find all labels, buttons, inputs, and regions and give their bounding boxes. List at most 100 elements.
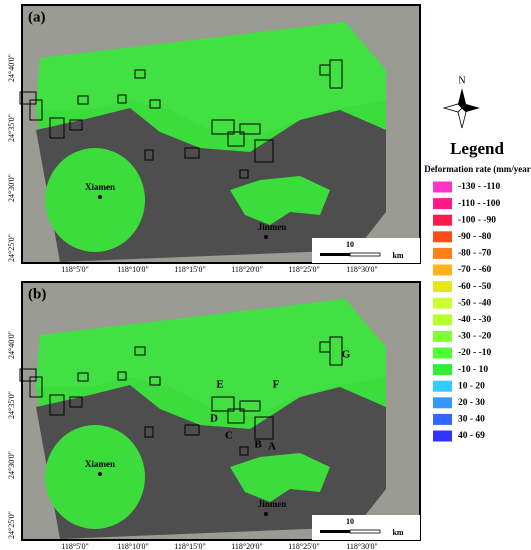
site-letter: D xyxy=(210,413,218,425)
legend-subtitle: Deformation rate (mm/year) xyxy=(424,164,531,174)
legend-swatch xyxy=(433,214,452,226)
map-panel: (a) Xiamen Jinmen 10 km 118°5'0" 118°10'0" 118°… xyxy=(7,4,421,274)
panel-label: (b) xyxy=(28,286,46,302)
legend-item: 20 - 30 xyxy=(458,398,485,408)
x-tick-label: 118°30'0" xyxy=(346,542,378,550)
study-box xyxy=(29,99,43,121)
legend-item: -70 - -60 xyxy=(458,265,491,275)
legend-item: -130 - -110 xyxy=(458,182,500,192)
study-box xyxy=(319,341,331,353)
legend-swatch xyxy=(433,364,452,376)
study-box xyxy=(117,94,127,104)
study-box xyxy=(239,446,249,456)
study-box xyxy=(239,123,261,135)
legend-swatch xyxy=(433,314,452,326)
legend-swatch xyxy=(433,330,452,342)
y-tick-label: 24°40'0" xyxy=(7,331,16,359)
scale-bar-bg xyxy=(312,238,420,263)
site-letter: F xyxy=(273,379,280,391)
legend-item: -20 - -10 xyxy=(458,348,491,358)
site-letter: E xyxy=(216,379,223,391)
study-box xyxy=(69,396,83,408)
study-box xyxy=(144,426,154,438)
legend-item: -60 - -50 xyxy=(458,282,491,292)
x-tick-label: 118°15'0" xyxy=(174,265,206,274)
x-tick-label: 118°20'0" xyxy=(231,542,263,550)
y-tick-label: 24°40'0" xyxy=(7,54,16,82)
legend-swatch xyxy=(433,181,452,193)
study-box xyxy=(239,169,249,179)
legend-item: -30 - -20 xyxy=(458,332,491,342)
study-box xyxy=(211,396,235,412)
study-box xyxy=(184,147,200,159)
x-tick-label: 118°10'0" xyxy=(117,542,149,550)
study-box xyxy=(211,119,235,135)
jinmen-island xyxy=(230,453,330,502)
study-box xyxy=(227,408,245,424)
scale-bar-bg xyxy=(312,515,420,540)
site-letter: C xyxy=(225,430,233,442)
x-tick-label: 118°15'0" xyxy=(174,542,206,550)
city-dot xyxy=(264,512,268,516)
legend-item: 30 - 40 xyxy=(458,415,485,425)
legend-item: -50 - -40 xyxy=(458,298,491,308)
legend-swatch xyxy=(433,247,452,259)
legend-swatch xyxy=(433,380,452,392)
study-box xyxy=(227,131,245,147)
x-tick-label: 118°25'0" xyxy=(288,542,320,550)
legend-item: -40 - -30 xyxy=(458,315,491,325)
scale-bar xyxy=(349,252,381,257)
scale-label: 10 xyxy=(346,517,354,526)
study-box xyxy=(134,346,146,356)
legend-swatch xyxy=(433,264,452,276)
study-box xyxy=(77,372,89,382)
study-box xyxy=(254,416,274,440)
map-frame xyxy=(21,4,421,264)
study-box xyxy=(49,117,65,139)
site-letter: B xyxy=(254,439,262,451)
study-box xyxy=(144,149,154,161)
study-box xyxy=(254,139,274,163)
legend-swatch xyxy=(433,198,452,210)
north-land xyxy=(36,299,386,417)
study-box xyxy=(49,394,65,416)
y-tick-label: 24°35'0" xyxy=(7,391,16,419)
scale-bar xyxy=(349,529,381,534)
legend-swatch xyxy=(433,297,452,309)
legend-swatch xyxy=(433,281,452,293)
legend-item: -110 - -100 xyxy=(458,199,500,209)
north-arrow: N xyxy=(442,75,480,129)
city-dot xyxy=(98,472,102,476)
x-tick-label: 118°20'0" xyxy=(231,265,263,274)
legend-item: -100 - -90 xyxy=(458,215,496,225)
x-tick-label: 118°10'0" xyxy=(117,265,149,274)
legend-item: 40 - 69 xyxy=(458,431,485,441)
panel-label: (a) xyxy=(28,9,46,25)
y-tick-label: 24°25'0" xyxy=(7,511,16,539)
study-box xyxy=(69,119,83,131)
legend-swatch xyxy=(433,413,452,425)
legend-swatch xyxy=(433,347,452,359)
legend-item: -90 - -80 xyxy=(458,232,491,242)
study-box xyxy=(19,91,37,105)
legend-item: -10 - 10 xyxy=(458,365,488,375)
legend-swatch xyxy=(433,430,452,442)
city-dot xyxy=(264,235,268,239)
x-tick-label: 118°5'0" xyxy=(61,542,89,550)
legend-title: Legend xyxy=(450,139,504,158)
city-dot xyxy=(98,195,102,199)
x-tick-label: 118°30'0" xyxy=(346,265,378,274)
scale-label: 10 xyxy=(346,240,354,249)
y-tick-label: 24°35'0" xyxy=(7,114,16,142)
y-tick-label: 24°30'0" xyxy=(7,451,16,479)
place-label: Xiamen xyxy=(85,182,115,192)
legend-swatch xyxy=(433,397,452,409)
y-tick-label: 24°30'0" xyxy=(7,174,16,202)
y-tick-label: 24°25'0" xyxy=(7,234,16,262)
study-box xyxy=(29,376,43,398)
study-box xyxy=(117,371,127,381)
place-label: Jinmen xyxy=(258,499,287,509)
map-frame xyxy=(21,281,421,541)
site-letter: A xyxy=(268,441,276,453)
place-label: Jinmen xyxy=(258,222,287,232)
